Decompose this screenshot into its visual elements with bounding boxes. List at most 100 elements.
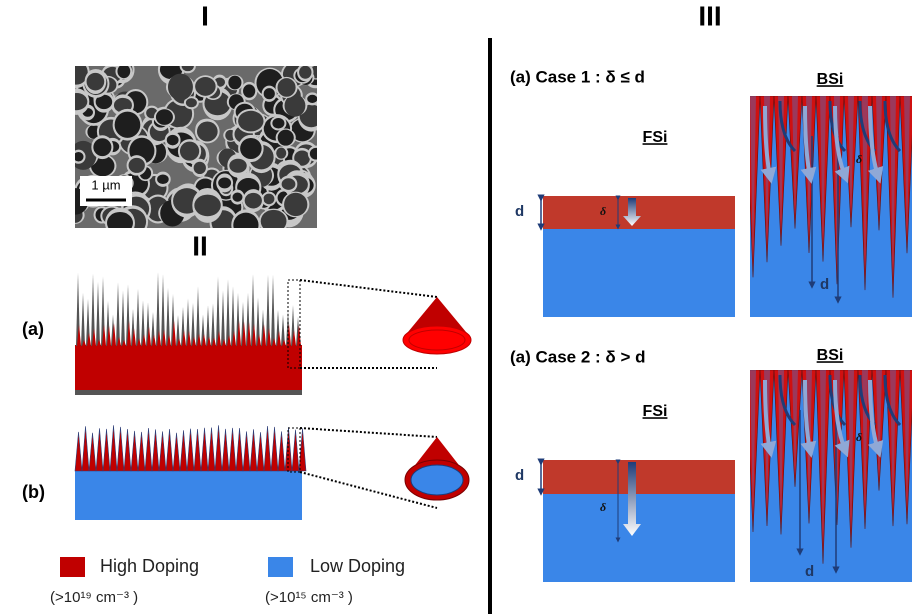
bsi-structure	[746, 96, 913, 317]
spike	[117, 427, 124, 471]
spike	[226, 279, 230, 346]
pore	[233, 213, 258, 237]
spike	[138, 432, 145, 471]
spike	[116, 282, 120, 346]
pore	[195, 77, 215, 96]
pore	[73, 152, 83, 162]
spike	[131, 431, 138, 471]
cone-b-inner	[411, 465, 463, 495]
spike	[145, 428, 152, 471]
pore	[115, 112, 141, 138]
legend-swatch	[60, 557, 85, 577]
pore	[65, 61, 87, 85]
delta-label: δ	[600, 500, 606, 514]
legend-label: High Doping	[100, 556, 199, 576]
pore	[276, 148, 286, 159]
pore	[272, 118, 284, 129]
panel-label: I	[201, 0, 209, 31]
pore	[243, 84, 255, 97]
delta-label: δ	[856, 152, 862, 166]
pore	[232, 192, 242, 201]
spike	[243, 431, 250, 471]
spike	[257, 432, 264, 471]
spike	[278, 431, 285, 471]
spike	[89, 433, 96, 471]
pore	[194, 162, 206, 174]
spike	[221, 290, 225, 346]
pore	[107, 212, 133, 234]
pore	[278, 78, 296, 97]
fsi-doped-layer	[543, 460, 735, 494]
row-label: (b)	[22, 482, 45, 502]
pore	[117, 64, 130, 78]
spike	[96, 428, 103, 471]
spikes-a	[75, 272, 302, 395]
spike	[285, 427, 292, 471]
pore	[167, 135, 179, 145]
pore	[299, 66, 311, 79]
spike	[82, 426, 89, 471]
fsi-substrate	[543, 494, 735, 582]
panel-label: II	[192, 230, 208, 261]
pore	[228, 76, 241, 90]
row-label: (a)	[22, 319, 44, 339]
depth-label: d	[820, 276, 829, 293]
spike	[96, 282, 100, 346]
pore	[307, 95, 317, 103]
legend-note: (>10¹⁹ cm⁻³ )	[50, 589, 138, 606]
spike	[124, 429, 131, 471]
spike	[194, 429, 201, 471]
depth-label: d	[515, 467, 524, 484]
spike	[103, 429, 110, 471]
bsi-label: BSi	[817, 347, 844, 364]
legend-label: Low Doping	[310, 556, 405, 576]
spikes-b	[75, 425, 306, 520]
pore	[129, 158, 145, 173]
case-title: (a) Case 1 : δ ≤ d	[510, 67, 645, 86]
spike	[110, 425, 117, 471]
pore	[180, 142, 199, 161]
bsi-label: BSi	[817, 71, 844, 88]
pore	[278, 130, 294, 146]
spike	[292, 430, 299, 471]
spike	[180, 430, 187, 471]
depth-label: d	[515, 203, 524, 220]
doped-base	[75, 345, 302, 390]
spike	[208, 428, 215, 471]
zoom-line	[300, 428, 437, 437]
page: Doping figure {"panel_i": {"label": "I",…	[0, 0, 913, 614]
spike	[136, 289, 140, 346]
pore	[168, 74, 193, 101]
spike	[271, 427, 278, 471]
pore	[156, 109, 173, 125]
spike	[201, 428, 208, 471]
pore	[197, 122, 218, 142]
fsi-substrate	[543, 229, 735, 317]
pore	[284, 193, 307, 216]
delta-label: δ	[600, 204, 606, 218]
fsi-doped-layer	[543, 196, 735, 229]
pore	[238, 111, 263, 132]
spike	[215, 425, 222, 471]
spike	[81, 293, 85, 346]
depth-label: d	[805, 563, 814, 580]
pore	[310, 148, 322, 160]
spike	[264, 426, 271, 471]
spike	[229, 428, 236, 471]
scale-bar-label: 1 µm	[91, 177, 120, 192]
pore	[240, 138, 262, 159]
spike	[152, 429, 159, 471]
case-title: (a) Case 2 : δ > d	[510, 347, 646, 366]
sem-image	[61, 54, 327, 240]
spike	[236, 428, 243, 471]
pore	[263, 194, 274, 205]
pore	[186, 98, 197, 107]
pore	[218, 177, 231, 188]
legend-note: (>10¹⁵ cm⁻³ )	[265, 589, 353, 606]
delta-label: δ	[856, 430, 862, 444]
bsi-structure	[746, 370, 913, 582]
pore	[282, 178, 296, 190]
pore	[93, 138, 111, 156]
legend-swatch	[268, 557, 293, 577]
pore	[157, 174, 169, 184]
